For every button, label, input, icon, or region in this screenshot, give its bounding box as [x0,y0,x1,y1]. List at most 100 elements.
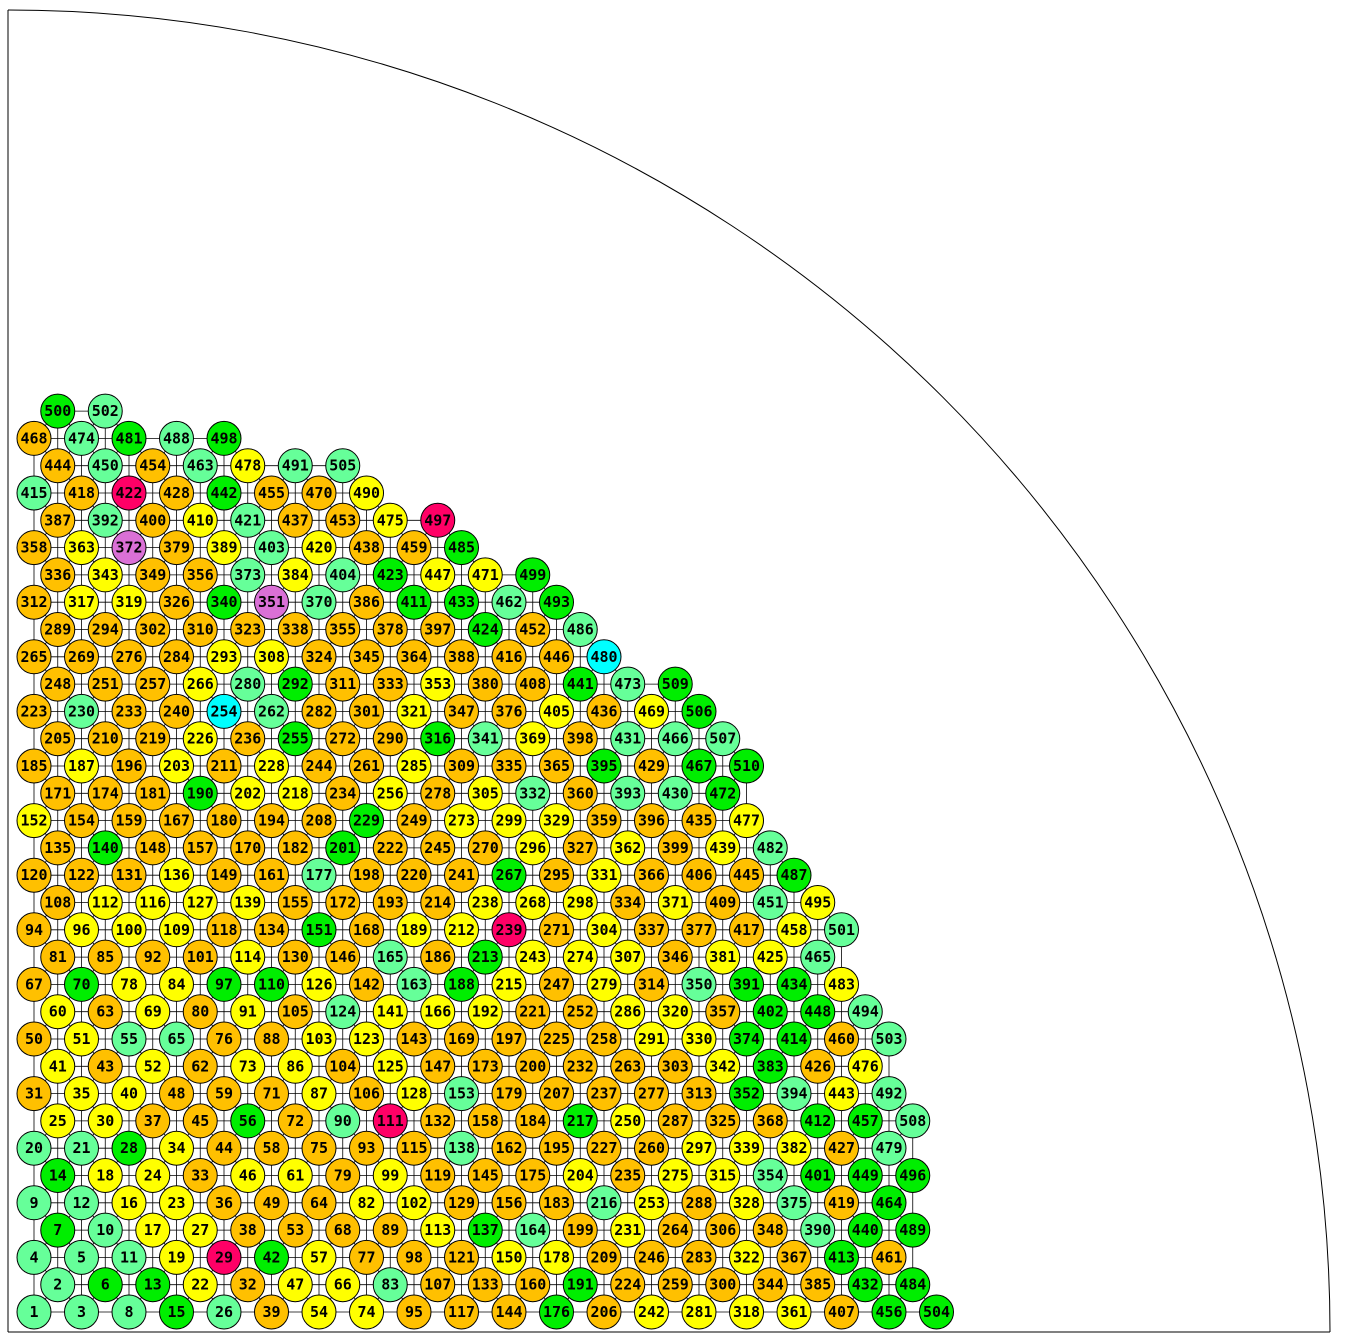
node-circle [539,748,574,784]
node-circle [847,1267,883,1303]
node-circle [135,448,171,484]
node-347: 347 [444,693,479,729]
node-circle [372,939,408,975]
node-135: 135 [40,830,76,866]
node-115: 115 [396,1130,432,1166]
node-label: 178 [543,1248,570,1266]
node-circle [325,502,361,538]
node-circle [705,1158,741,1193]
node-label: 406 [685,866,712,884]
node-label: 66 [334,1276,352,1294]
node-label: 408 [519,675,546,693]
node-label: 118 [210,921,237,939]
node-157: 157 [182,830,218,866]
node-label: 110 [258,975,285,993]
node-300: 300 [705,1267,741,1303]
node-label: 501 [828,921,855,939]
node-262: 262 [254,693,289,729]
node-183: 183 [539,1185,574,1221]
node-45: 45 [182,1103,218,1139]
node-circle [396,1294,432,1330]
node-circle [16,1021,52,1057]
node-label: 195 [543,1139,570,1157]
node-circle [372,1212,408,1248]
node-489: 489 [895,1212,931,1248]
node-circle [396,1021,432,1057]
node-134: 134 [254,912,289,948]
node-label: 109 [163,921,190,939]
node-473: 473 [610,666,646,702]
node-label: 115 [400,1139,427,1157]
node-315: 315 [705,1158,741,1193]
node-425: 425 [752,939,788,975]
node-circle [159,639,194,675]
node-318: 318 [729,1294,764,1330]
node-337: 337 [634,912,669,948]
node-circle [254,966,289,1002]
node-circle [16,530,52,566]
node-circle [87,1103,123,1139]
node-label: 466 [662,730,689,748]
node-circle [491,1185,527,1221]
node-circle [230,775,266,811]
node-label: 379 [163,539,190,557]
node-circle [135,1212,171,1248]
node-circle [16,475,52,511]
node-circle [349,1185,384,1221]
node-224: 224 [610,1267,646,1303]
node-label: 31 [25,1085,43,1103]
node-label: 213 [472,948,499,966]
node-circle [206,1130,242,1166]
node-297: 297 [681,1130,717,1166]
node-circle [325,1103,361,1139]
node-64: 64 [301,1185,337,1221]
node-265: 265 [16,639,52,675]
node-label: 10 [96,1221,114,1239]
node-circle [16,966,52,1002]
node-label: 46 [239,1167,257,1185]
node-481: 481 [111,420,147,456]
node-circle [135,775,171,811]
node-label: 220 [400,866,427,884]
node-label: 432 [852,1276,879,1294]
node-label: 443 [828,1085,855,1103]
node-circle [562,1103,598,1139]
node-160: 160 [515,1267,551,1303]
node-label: 209 [590,1248,617,1266]
node-circle [206,1239,242,1275]
node-221: 221 [515,994,551,1030]
node-circle [562,721,598,757]
node-circle [467,1103,503,1139]
node-270: 270 [467,830,503,866]
node-label: 305 [472,784,499,802]
node-label: 258 [590,1030,617,1048]
node-140: 140 [87,830,123,866]
node-circle [681,1076,717,1112]
node-37: 37 [135,1103,171,1139]
node-label: 438 [353,539,380,557]
node-label: 326 [163,593,190,611]
node-label: 116 [139,894,166,912]
node-129: 129 [444,1185,479,1221]
node-label: 184 [519,1112,546,1130]
node-label: 255 [282,730,309,748]
node-circle [277,502,313,538]
node-label: 377 [685,921,712,939]
node-circle [325,994,361,1030]
node-495: 495 [800,885,836,920]
node-circle [610,666,646,702]
node-circle [301,1294,337,1330]
node-circle [87,557,123,593]
node-circle [349,1239,384,1275]
node-circle [467,666,503,702]
node-label: 414 [780,1030,807,1048]
node-label: 296 [519,839,546,857]
node-305: 305 [467,775,503,811]
node-circle [467,830,503,866]
node-50: 50 [16,1021,52,1057]
node-label: 367 [780,1248,807,1266]
node-422: 422 [111,475,147,511]
node-312: 312 [16,584,52,620]
node-label: 390 [804,1221,831,1239]
